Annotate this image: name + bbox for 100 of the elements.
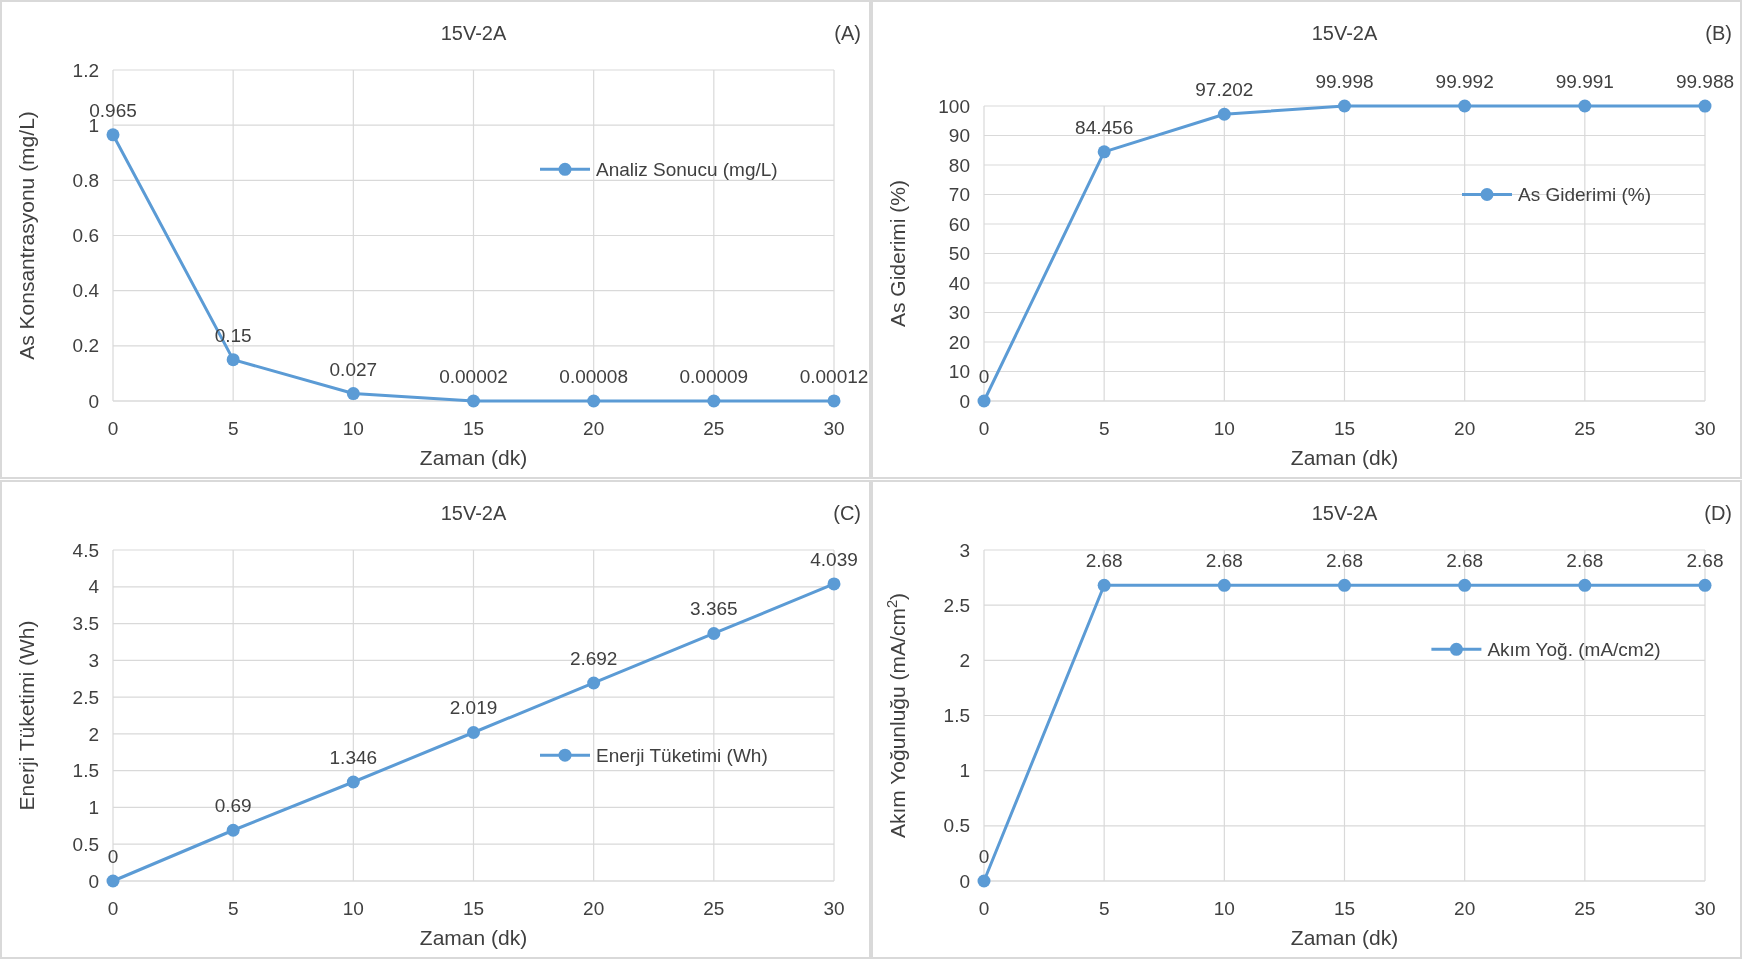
x-tick-label: 5 bbox=[1098, 418, 1110, 439]
y-tick-label: 50 bbox=[948, 243, 970, 265]
point bbox=[467, 394, 480, 408]
data-label: 0.69 bbox=[214, 795, 252, 817]
text: (B) bbox=[1705, 22, 1732, 44]
x-tick-label: 30 bbox=[1694, 418, 1716, 439]
point bbox=[226, 823, 240, 837]
y-tick-label: 100 bbox=[938, 95, 970, 117]
data-label: 0 bbox=[107, 846, 119, 867]
point bbox=[1217, 107, 1231, 121]
y-tick-label: 1 bbox=[88, 797, 99, 819]
x-tick-label: 15 bbox=[462, 898, 485, 919]
y-tick-label: 10 bbox=[948, 361, 970, 383]
x-tick-label: 5 bbox=[227, 418, 239, 439]
y-tick-label: 4.5 bbox=[72, 539, 99, 561]
x-tick-label: 15 bbox=[1333, 898, 1356, 919]
x-axis-title: Zaman (dk) bbox=[1290, 926, 1399, 949]
data-label: 0.00012 bbox=[799, 365, 869, 387]
y-tick-label: 0 bbox=[88, 870, 99, 892]
x-tick-label: 20 bbox=[583, 898, 605, 919]
text: (A) bbox=[834, 22, 861, 44]
point bbox=[1578, 99, 1592, 113]
data-label: 4.039 bbox=[810, 548, 858, 570]
x-tick-label: 30 bbox=[1694, 898, 1716, 919]
y-axis-title: Enerji Tüketimi (Wh) bbox=[15, 620, 38, 811]
data-label: 0.00008 bbox=[559, 365, 629, 387]
chart-title: 15V-2A bbox=[1311, 22, 1378, 44]
point bbox=[827, 394, 841, 408]
x-axis-title: Zaman (dk) bbox=[1290, 446, 1399, 469]
y-axis-title: As Giderimi (%) bbox=[886, 179, 909, 328]
legend-label: Akım Yoğ. (mA/cm2) bbox=[1487, 638, 1661, 660]
chart-title: 15V-2A bbox=[1311, 502, 1378, 524]
x-tick-label: 10 bbox=[342, 418, 364, 439]
point bbox=[977, 394, 991, 408]
data-label: 2.68 bbox=[1326, 550, 1363, 572]
y-tick-label: 30 bbox=[948, 302, 970, 324]
legend-label: Analiz Sonucu (mg/L) bbox=[596, 158, 778, 180]
y-tick-label: 0.4 bbox=[72, 280, 100, 302]
x-tick-label: 10 bbox=[342, 898, 364, 919]
y-tick-label: 40 bbox=[948, 272, 970, 294]
point bbox=[1097, 145, 1111, 159]
data-label: 0.00009 bbox=[679, 365, 749, 387]
point bbox=[1458, 99, 1472, 113]
x-tick-label: 20 bbox=[1454, 898, 1476, 919]
data-label: 0.027 bbox=[329, 358, 378, 380]
y-tick-label: 1.5 bbox=[72, 760, 99, 782]
chart-title: 15V-2A bbox=[440, 22, 507, 44]
point bbox=[707, 394, 721, 408]
y-tick-label: 0 bbox=[88, 390, 99, 412]
data-label: 2.68 bbox=[1446, 550, 1484, 572]
data-label: 99.991 bbox=[1555, 71, 1614, 93]
y-tick-label: 1 bbox=[959, 760, 970, 782]
y-tick-label: 3.5 bbox=[72, 613, 99, 635]
x-tick-label: 0 bbox=[978, 898, 990, 919]
x-axis-title: Zaman (dk) bbox=[419, 446, 528, 469]
point bbox=[467, 725, 480, 739]
x-tick-label: 25 bbox=[703, 898, 725, 919]
point bbox=[346, 775, 360, 789]
point bbox=[587, 394, 601, 408]
y-tick-label: 70 bbox=[948, 184, 970, 206]
data-label: 2.019 bbox=[449, 697, 498, 719]
y-tick-label: 20 bbox=[948, 331, 970, 353]
point bbox=[707, 626, 721, 640]
data-label: 2.68 bbox=[1566, 550, 1604, 572]
y-tick-label: 60 bbox=[948, 213, 970, 235]
x-tick-label: 10 bbox=[1213, 418, 1235, 439]
y-tick-label: 0.5 bbox=[943, 815, 970, 837]
x-tick-label: 30 bbox=[823, 418, 845, 439]
y-axis-title: As Konsantrasyonu (mg/L) bbox=[15, 111, 38, 360]
y-tick-label: 2 bbox=[88, 723, 99, 745]
y-tick-label: 90 bbox=[948, 125, 970, 147]
text: (C) bbox=[833, 502, 861, 524]
y-tick-label: 1.5 bbox=[943, 705, 970, 727]
y-tick-label: 3 bbox=[959, 539, 970, 561]
x-tick-label: 0 bbox=[107, 418, 119, 439]
x-tick-label: 15 bbox=[462, 418, 485, 439]
data-label: 84.456 bbox=[1075, 116, 1134, 138]
data-label: 1.346 bbox=[329, 746, 378, 768]
y-tick-label: 0 bbox=[959, 390, 970, 412]
chart-title: 15V-2A bbox=[440, 502, 507, 524]
y-tick-label: 2.5 bbox=[943, 594, 970, 616]
legend-label: Enerji Tüketimi (Wh) bbox=[596, 744, 768, 766]
x-tick-label: 0 bbox=[978, 418, 990, 439]
point bbox=[1338, 99, 1351, 113]
point bbox=[1698, 99, 1712, 113]
y-tick-label: 0 bbox=[959, 870, 970, 892]
x-tick-label: 20 bbox=[1454, 418, 1476, 439]
y-tick-label: 80 bbox=[948, 154, 970, 176]
point bbox=[587, 676, 601, 690]
data-label: 2.68 bbox=[1686, 550, 1724, 572]
x-tick-label: 0 bbox=[107, 898, 119, 919]
x-tick-label: 30 bbox=[823, 898, 845, 919]
x-tick-label: 15 bbox=[1333, 418, 1356, 439]
x-tick-label: 20 bbox=[583, 418, 605, 439]
x-tick-label: 5 bbox=[1098, 898, 1110, 919]
data-label: 97.202 bbox=[1195, 79, 1254, 101]
x-tick-label: 25 bbox=[1574, 898, 1596, 919]
x-tick-label: 25 bbox=[703, 418, 725, 439]
data-label: 99.992 bbox=[1435, 71, 1494, 93]
x-tick-label: 25 bbox=[1574, 418, 1596, 439]
